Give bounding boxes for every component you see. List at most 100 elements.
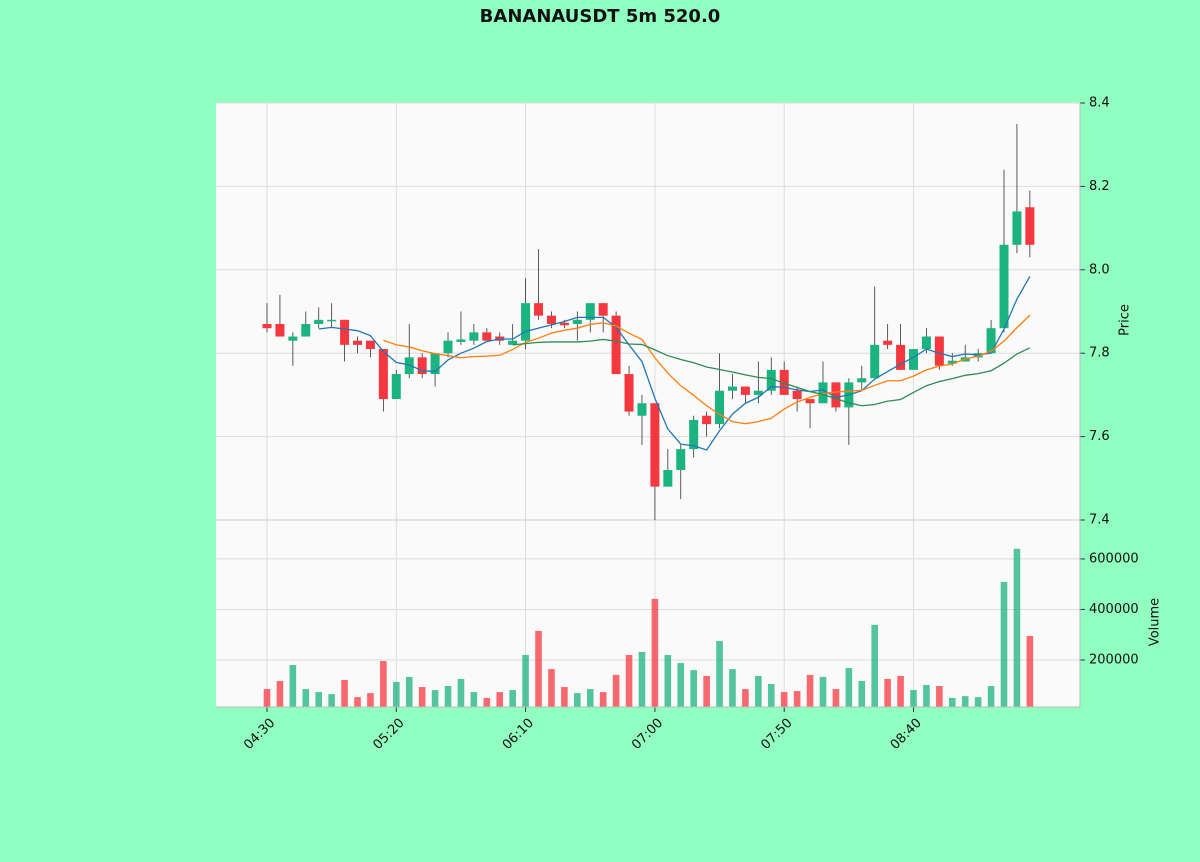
candle-body: [986, 328, 996, 354]
x-tick-label: 06:10: [500, 716, 537, 753]
candle-body: [456, 339, 466, 342]
candle-body: [753, 390, 763, 395]
candle-body: [546, 315, 556, 325]
candle-body: [275, 324, 285, 337]
y-axis-label: Price: [1118, 304, 1133, 336]
volume-bar: [302, 689, 310, 707]
volume-bar: [651, 598, 659, 707]
volume-bar: [974, 697, 982, 707]
candle-body: [469, 332, 479, 341]
volume-bar: [1000, 581, 1008, 707]
candle-body: [766, 369, 776, 391]
candle-body: [391, 374, 401, 400]
volume-bar: [599, 692, 607, 707]
volume-bar: [444, 686, 452, 707]
volume-bar: [263, 689, 271, 707]
volume-bar: [638, 651, 646, 707]
volume-bar: [806, 674, 814, 707]
candle-body: [262, 324, 272, 329]
candle-body: [805, 399, 815, 404]
candle-body: [508, 340, 518, 345]
candle-body: [288, 336, 298, 341]
candle-body: [1025, 207, 1035, 245]
candle-body: [1012, 211, 1022, 245]
candle-body: [857, 378, 867, 383]
volume-bar: [755, 675, 762, 707]
volume-bar: [923, 685, 930, 707]
candle-body: [921, 336, 931, 350]
candle-body: [909, 349, 918, 370]
candle-body: [999, 244, 1009, 329]
y-tick-label: 8.2: [1089, 179, 1110, 194]
volume-bar: [522, 654, 529, 707]
candle-body: [598, 303, 608, 316]
volume-bar: [819, 676, 827, 707]
y-tick-label: 8.0: [1089, 262, 1110, 277]
volume-tick-label: 200000: [1089, 652, 1139, 667]
candle-body: [883, 340, 893, 345]
volume-bar: [961, 696, 969, 707]
candle-body: [650, 403, 660, 487]
volume-bar: [315, 692, 323, 707]
volume-bar: [612, 674, 620, 707]
volume-bar: [897, 675, 904, 707]
volume-bar: [393, 681, 400, 707]
candle-body: [430, 353, 440, 375]
plot-area: [216, 103, 1080, 707]
volume-bar: [276, 680, 284, 707]
candle-body: [947, 360, 957, 364]
volume-bar: [561, 687, 568, 707]
moving-average-line: [383, 314, 1031, 425]
candle-body: [676, 449, 686, 470]
volume-bar: [367, 693, 374, 707]
candle-body: [611, 315, 621, 375]
candle-body: [417, 357, 427, 375]
volume-axis-label: Volume: [1148, 598, 1163, 646]
volume-bar: [457, 678, 465, 707]
candle-body: [896, 344, 906, 370]
y-tick-label: 7.6: [1089, 429, 1110, 444]
volume-bar: [1013, 548, 1021, 707]
candle-body: [663, 469, 673, 487]
volume-bar: [535, 630, 542, 707]
candle-body: [715, 390, 725, 425]
candle-body: [340, 319, 350, 345]
x-tick-label: 07:50: [758, 716, 795, 753]
volume-tick-label: 600000: [1089, 551, 1139, 566]
x-tick-label: 05:20: [371, 716, 408, 753]
volume-bar: [690, 670, 697, 707]
volume-bar: [677, 663, 685, 707]
candle-body: [534, 303, 544, 316]
candle-body: [378, 349, 388, 400]
volume-bar: [380, 661, 387, 707]
volume-bar: [767, 684, 775, 707]
volume-bar: [548, 669, 555, 707]
volume-bar: [910, 690, 917, 707]
candle-body: [404, 357, 414, 375]
candle-body: [740, 386, 750, 395]
volume-bar: [780, 692, 788, 707]
volume-bar: [742, 689, 749, 707]
candle-body: [702, 415, 712, 425]
chart-title: BANANAUSDT 5m 520.0: [480, 6, 721, 27]
volume-bar: [496, 692, 504, 707]
candle-body: [585, 303, 595, 320]
candle-body: [314, 319, 324, 325]
volume-bar: [341, 679, 348, 707]
volume-bar: [289, 665, 297, 707]
candle-body: [353, 340, 363, 345]
volume-bar: [845, 668, 853, 707]
volume-bar: [354, 697, 361, 707]
candle-body: [443, 340, 453, 354]
volume-bar: [483, 697, 491, 707]
candle-body: [689, 419, 699, 450]
volume-bar: [871, 624, 879, 707]
candle-body: [818, 382, 828, 404]
volume-bar: [405, 676, 413, 707]
y-tick-label: 8.4: [1089, 96, 1110, 111]
candle-body: [521, 303, 531, 341]
candle-body: [301, 324, 311, 337]
volume-bar: [574, 693, 581, 707]
